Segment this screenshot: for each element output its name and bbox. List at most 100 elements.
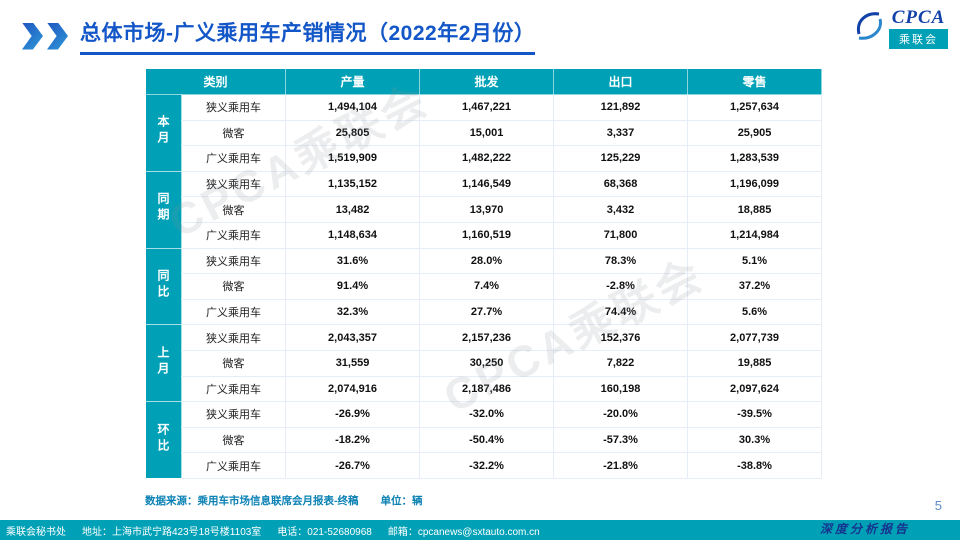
report-tag: 深度分析报告 <box>819 522 910 536</box>
table-row: 本月 狭义乘用车 1,494,104 1,467,221 121,892 1,257,63… <box>145 94 823 172</box>
table-row: 同期 狭义乘用车 1,135,152 1,146,549 68,368 1,196,099 <box>145 170 823 249</box>
footer-address: 地址：上海市武宁路423号18号楼1103室 <box>82 526 262 538</box>
category-cell: 微客 <box>180 273 287 300</box>
chevron-right-icon <box>22 22 43 50</box>
category-cell: 狭义乘用车 <box>180 170 287 198</box>
table-container: 类别 产量 批发 出口 零售 本月 狭义乘用车 1,494,104 1,467,221 121,… <box>144 68 823 479</box>
table-row: 广义乘用车 2,074,916 2,187,486 160,198 2,097,624 <box>146 375 823 403</box>
table-row: 广义乘用车 -26.7% -32.2% -21.8% -38.8% <box>146 452 823 479</box>
page-title: 总体市场-广义乘用车产销情况（2022年2月份） <box>80 17 536 55</box>
value-cell: 18,885 <box>687 196 823 223</box>
value-cell: 13,970 <box>419 196 555 223</box>
category-cell: 广义乘用车 <box>180 145 287 172</box>
row-group-label: 同期 <box>145 170 182 249</box>
value-cell: 2,157,236 <box>419 324 555 351</box>
value-cell: -2.8% <box>553 273 689 300</box>
unit-note: 单位：辆 <box>380 495 423 507</box>
data-source-note: 数据来源：乘用车市场信息联席会月报表-终稿 <box>145 495 359 507</box>
value-cell: 1,482,222 <box>419 145 555 172</box>
table-row: 广义乘用车 32.3% 27.7% 74.4% 5.6% <box>146 298 823 326</box>
row-group-label: 同比 <box>145 247 182 326</box>
value-cell: 2,043,357 <box>285 324 421 351</box>
category-cell: 狭义乘用车 <box>180 247 287 275</box>
category-cell: 狭义乘用车 <box>180 401 287 428</box>
value-cell: 3,337 <box>553 119 689 147</box>
value-cell: 7.4% <box>419 273 555 300</box>
value-cell: 2,187,486 <box>419 375 555 403</box>
value-cell: 1,519,909 <box>285 145 421 172</box>
value-cell: 1,196,099 <box>687 170 823 198</box>
value-cell: -26.7% <box>285 452 421 479</box>
value-cell: 2,077,739 <box>687 324 823 351</box>
table-row: 微客 25,805 15,001 3,337 25,905 <box>146 119 823 147</box>
footer-email-address: cpcanews@sxtauto.com.cn <box>417 526 540 538</box>
value-cell: -50.4% <box>419 426 555 454</box>
category-cell: 微客 <box>180 426 287 454</box>
value-cell: 25,905 <box>687 119 823 147</box>
category-cell: 狭义乘用车 <box>180 324 287 351</box>
value-cell: 15,001 <box>419 119 555 147</box>
value-cell: -57.3% <box>553 426 689 454</box>
value-cell: 30.3% <box>687 426 823 454</box>
value-cell: 1,467,221 <box>419 94 555 121</box>
value-cell: 3,432 <box>553 196 689 223</box>
footer-phone: 电话：021-52680968 <box>277 526 372 538</box>
category-cell: 狭义乘用车 <box>180 94 287 121</box>
value-cell: -18.2% <box>285 426 421 454</box>
market-table: 类别 产量 批发 出口 零售 本月 狭义乘用车 1,494,104 1,467,221 121,… <box>144 68 823 479</box>
table-row: 微客 91.4% 7.4% -2.8% 37.2% <box>146 273 823 300</box>
table-row: 广义乘用车 1,519,909 1,482,222 125,229 1,283,539 <box>146 145 823 172</box>
value-cell: 19,885 <box>687 349 823 377</box>
footer-bar: 乘联会秘书处 地址：上海市武宁路423号18号楼1103室 电话：021-526… <box>0 520 960 540</box>
value-cell: 30,250 <box>419 349 555 377</box>
value-cell: 1,146,549 <box>419 170 555 198</box>
value-cell: -26.9% <box>285 401 421 428</box>
value-cell: -32.2% <box>419 452 555 479</box>
title-chevrons <box>22 22 68 50</box>
row-group-label: 上月 <box>145 324 182 403</box>
value-cell: 37.2% <box>687 273 823 300</box>
cpca-logo: CPCA 乘联会 <box>854 8 948 49</box>
value-cell: -21.8% <box>553 452 689 479</box>
category-cell: 广义乘用车 <box>180 452 287 479</box>
category-cell: 微客 <box>180 196 287 223</box>
row-group-label: 本月 <box>145 94 182 172</box>
value-cell: 28.0% <box>419 247 555 275</box>
chevron-right-icon <box>47 22 68 50</box>
value-cell: 1,257,634 <box>687 94 823 121</box>
table-footnote: 数据来源：乘用车市场信息联席会月报表-终稿 单位：辆 <box>145 493 423 508</box>
value-cell: 2,074,916 <box>285 375 421 403</box>
value-cell: 1,214,984 <box>687 221 823 249</box>
category-cell: 广义乘用车 <box>180 375 287 403</box>
column-header: 类别 <box>144 68 287 95</box>
cpca-logo-text: CPCA 乘联会 <box>889 8 948 49</box>
value-cell: 5.1% <box>687 247 823 275</box>
table-body: 本月 狭义乘用车 1,494,104 1,467,221 121,892 1,257,63… <box>145 94 823 479</box>
value-cell: 1,494,104 <box>285 94 421 121</box>
value-cell: 5.6% <box>687 298 823 326</box>
value-cell: 78.3% <box>553 247 689 275</box>
value-cell: 1,135,152 <box>285 170 421 198</box>
value-cell: -32.0% <box>419 401 555 428</box>
column-header: 产量 <box>285 68 421 95</box>
footer-secretariat: 乘联会秘书处 <box>6 526 66 538</box>
footer-email: 邮箱：cpcanews@sxtauto.com.cn <box>388 523 540 538</box>
value-cell: 13,482 <box>285 196 421 223</box>
value-cell: 31.6% <box>285 247 421 275</box>
value-cell: 74.4% <box>553 298 689 326</box>
cpca-swoosh-icon <box>856 12 882 40</box>
value-cell: 7,822 <box>553 349 689 377</box>
value-cell: 31,559 <box>285 349 421 377</box>
value-cell: 71,800 <box>553 221 689 249</box>
table-row: 同比 狭义乘用车 31.6% 28.0% 78.3% 5.1% <box>145 247 823 326</box>
row-group-label: 环比 <box>145 401 182 479</box>
value-cell: -39.5% <box>687 401 823 428</box>
column-header: 批发 <box>419 68 555 95</box>
page-number: 5 <box>934 498 942 513</box>
table-row: 微客 -18.2% -50.4% -57.3% 30.3% <box>146 426 823 454</box>
value-cell: 125,229 <box>553 145 689 172</box>
category-cell: 微客 <box>180 349 287 377</box>
value-cell: 152,376 <box>553 324 689 351</box>
value-cell: 160,198 <box>553 375 689 403</box>
